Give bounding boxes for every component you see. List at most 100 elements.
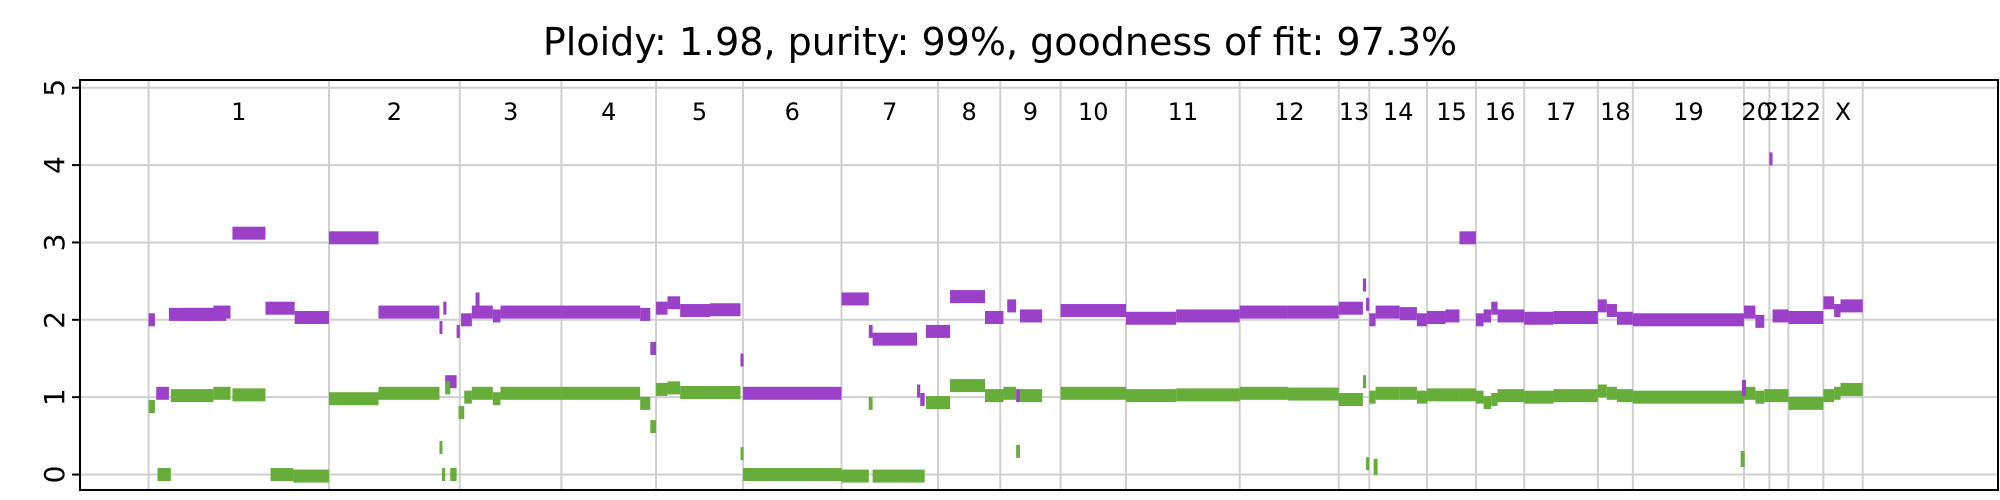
segment-series1-0	[148, 399, 155, 413]
segment-series0-22	[667, 296, 681, 310]
chromosome-label-3: 3	[503, 98, 518, 126]
grid-layer	[80, 80, 1998, 490]
segment-series1-35	[1019, 389, 1043, 403]
segment-series1-18	[561, 386, 641, 400]
segment-series0-6	[265, 301, 295, 315]
segment-series1-37	[1126, 389, 1177, 403]
segment-series0-35	[1007, 299, 1017, 313]
chromosome-label-22: 22	[1791, 98, 1822, 126]
segment-series1-52	[1483, 396, 1492, 410]
segment-series0-42	[1287, 305, 1339, 319]
segment-series1-56	[1553, 389, 1598, 403]
segment-series1-19	[640, 396, 651, 410]
segment-series0-13	[456, 324, 460, 338]
segment-series0-44	[1362, 278, 1367, 292]
segment-series1-9	[439, 440, 443, 454]
segment-series0-11	[443, 301, 447, 315]
segment-series1-4	[232, 388, 266, 402]
point-mark-0	[1373, 458, 1378, 475]
segment-series1-12	[450, 468, 457, 482]
segment-series1-43	[1366, 457, 1370, 471]
segment-series1-39	[1239, 386, 1288, 400]
segment-series0-39	[1126, 311, 1177, 325]
segment-series1-17	[500, 386, 562, 400]
segment-series0-14	[461, 313, 472, 327]
segment-series0-65	[1769, 152, 1773, 166]
chromosome-label-18: 18	[1600, 98, 1631, 126]
segment-series0-8	[328, 231, 379, 245]
segment-series1-3	[213, 386, 231, 400]
chromosome-label-X: X	[1835, 98, 1851, 126]
segment-series0-5	[232, 226, 266, 240]
segment-series0-51	[1445, 309, 1460, 323]
segment-series1-7	[328, 392, 379, 406]
segment-series1-57	[1597, 384, 1607, 398]
segment-series0-66	[1772, 309, 1789, 323]
segment-series1-46	[1399, 386, 1417, 400]
segment-series0-34	[985, 310, 1004, 324]
segment-series1-45	[1375, 386, 1400, 400]
chromosome-label-11: 11	[1168, 98, 1199, 126]
segment-series1-54	[1497, 389, 1525, 403]
segment-series0-46	[1369, 313, 1376, 327]
segment-series0-19	[640, 307, 651, 321]
segment-series0-30	[917, 384, 921, 398]
segment-series0-1	[156, 386, 169, 400]
segment-series1-24	[710, 386, 741, 400]
segment-series0-63	[1743, 305, 1756, 319]
segment-series0-57	[1524, 311, 1554, 325]
segment-series1-31	[950, 379, 986, 393]
chromosome-label-4: 4	[601, 98, 616, 126]
chromosome-label-13: 13	[1339, 98, 1370, 126]
segment-series0-41	[1239, 305, 1288, 319]
segment-series1-15	[471, 386, 493, 400]
segment-series0-10	[439, 321, 443, 335]
chromosome-label-1: 1	[231, 98, 246, 126]
chromosome-label-9: 9	[1023, 98, 1038, 126]
segment-series0-25	[740, 353, 744, 367]
segment-series1-28	[868, 396, 873, 410]
segment-series1-36	[1060, 386, 1127, 400]
segment-series0-12	[445, 375, 457, 389]
segment-series1-25	[740, 447, 744, 461]
segment-series0-64	[1755, 314, 1765, 328]
point-mark-3	[475, 292, 480, 309]
y-tick-label-3: 3	[38, 234, 71, 252]
segment-series1-22	[667, 381, 681, 395]
segment-series1-62	[1755, 390, 1765, 404]
segment-series0-61	[1616, 311, 1633, 325]
segment-series1-26	[743, 468, 842, 482]
y-tick-label-5: 5	[38, 79, 71, 97]
segment-series1-42	[1362, 375, 1367, 389]
segment-series0-28	[868, 324, 873, 338]
segment-series0-50	[1427, 310, 1446, 324]
segment-series0-26	[743, 386, 842, 400]
chromosome-label-14: 14	[1383, 98, 1414, 126]
chromosome-label-20: 20	[1741, 98, 1772, 126]
segment-series0-4	[213, 305, 231, 319]
segment-series1-61	[1743, 386, 1756, 400]
segment-series0-67	[1788, 310, 1824, 324]
segment-series0-33	[950, 290, 986, 304]
segment-series1-1	[157, 468, 171, 482]
segment-series0-32	[925, 324, 951, 338]
segment-series1-63	[1764, 389, 1789, 403]
segment-series1-30	[925, 396, 951, 410]
y-tick-label-0: 0	[38, 466, 71, 484]
segment-series1-53	[1491, 392, 1498, 406]
segment-series1-10	[442, 468, 446, 482]
segment-series1-64	[1788, 396, 1824, 410]
segment-series0-3	[181, 307, 214, 321]
segment-series1-65	[1823, 389, 1835, 403]
y-axis: 0 1 2 3 4 5	[38, 79, 80, 484]
segment-series1-44	[1369, 390, 1376, 404]
segment-series1-6	[293, 469, 329, 483]
chromosome-label-15: 15	[1436, 98, 1467, 126]
segment-series0-16	[492, 309, 501, 323]
segment-series1-58	[1606, 386, 1617, 400]
segment-series0-55	[1491, 301, 1498, 315]
segment-series0-68	[1823, 296, 1835, 310]
segment-series0-0	[148, 313, 155, 327]
segment-series1-5	[270, 468, 294, 482]
